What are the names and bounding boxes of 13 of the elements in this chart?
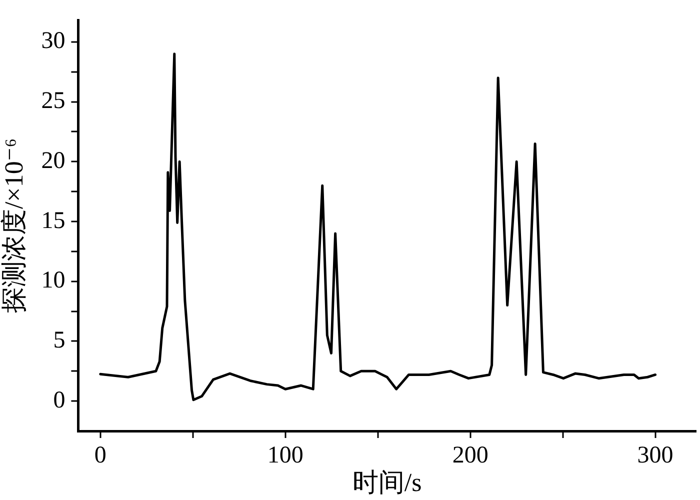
x-tick-label: 100: [267, 442, 304, 469]
y-tick-label: 10: [41, 268, 66, 294]
y-tick-label: 0: [53, 387, 66, 414]
y-tick-label: 15: [41, 208, 66, 234]
y-axis-title: 探测浓度/×10⁻⁶: [0, 138, 28, 314]
y-tick-label: 20: [41, 148, 66, 174]
y-tick-label: 5: [53, 328, 66, 354]
x-tick-label: 300: [637, 442, 674, 469]
x-axis-title: 时间/s: [352, 468, 422, 498]
x-tick-label: 200: [452, 442, 488, 469]
y-tick-label: 25: [41, 88, 66, 114]
x-tick-label: 0: [94, 442, 106, 469]
y-tick-label: 30: [41, 28, 66, 54]
